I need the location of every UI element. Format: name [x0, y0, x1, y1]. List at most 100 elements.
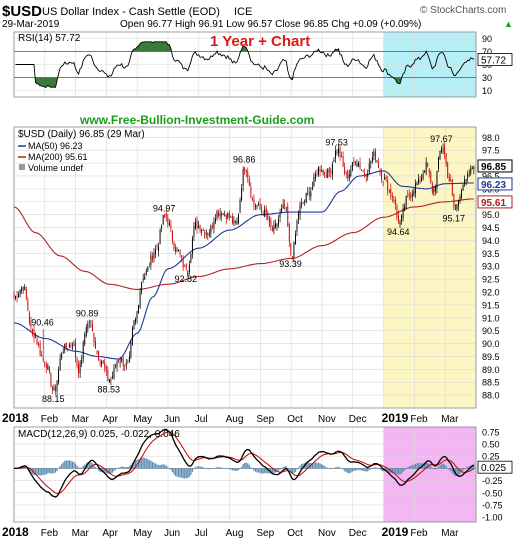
macd-histogram-bar — [82, 466, 84, 469]
price-candle-body — [219, 213, 221, 217]
price-candle-body — [187, 272, 189, 276]
macd-histogram-bar — [62, 462, 64, 469]
price-candle-body — [176, 248, 178, 251]
price-candle-body — [221, 211, 223, 217]
price-value-label: 96.85 — [481, 162, 506, 173]
macd-histogram-bar — [450, 468, 452, 472]
price-candle-body — [90, 323, 92, 325]
macd-histogram-bar — [105, 468, 107, 474]
price-candle-body — [464, 179, 466, 185]
macd-histogram-bar — [193, 468, 195, 470]
price-candle-body — [158, 246, 160, 252]
price-tick-label: 98.0 — [482, 133, 500, 143]
macd-histogram-bar — [259, 468, 261, 474]
price-annotation-label: 94.97 — [153, 203, 176, 213]
price-candle-body — [196, 219, 198, 229]
macd-histogram-bar — [88, 461, 90, 469]
price-candle-body — [338, 148, 339, 154]
price-candle-body — [294, 234, 296, 244]
header-up-arrow: ▲ — [504, 19, 513, 29]
macd-histogram-bar — [294, 468, 297, 472]
macd-histogram-bar — [213, 468, 215, 469]
price-value-box — [477, 195, 513, 209]
macd-histogram-bar — [48, 468, 50, 473]
price-candle-body — [308, 191, 310, 196]
price-annotation-label: 93.39 — [279, 259, 302, 269]
macd-histogram-bar — [94, 467, 97, 469]
macd-histogram-bar — [113, 468, 115, 472]
macd-histogram-bar — [124, 466, 126, 469]
macd-x-label: 2018 — [2, 525, 29, 539]
macd-histogram-bar — [170, 468, 172, 470]
price-candle-body — [388, 190, 390, 191]
macd-histogram-bar — [468, 466, 470, 469]
macd-histogram-bar — [165, 465, 167, 469]
macd-histogram-bar — [56, 468, 58, 471]
macd-histogram-bar — [251, 468, 253, 469]
price-candle-body — [387, 180, 389, 191]
macd-histogram-bar — [230, 468, 232, 470]
macd-histogram-bar — [182, 468, 184, 479]
macd-histogram-bar — [219, 467, 221, 469]
macd-line — [13, 428, 475, 498]
header-watermark: © StockCharts.com — [420, 5, 506, 16]
macd-histogram-bar — [167, 466, 169, 469]
macd-histogram-bar — [407, 466, 409, 469]
price-candle-body — [193, 226, 195, 237]
macd-histogram-bar — [354, 468, 357, 471]
price-candle-body — [442, 148, 444, 150]
price-candle-body — [51, 387, 53, 390]
macd-histogram-bar — [300, 464, 303, 469]
macd-histogram-bar — [350, 468, 352, 473]
price-candle-body — [121, 358, 123, 361]
macd-histogram-bar — [162, 464, 164, 469]
macd-histogram-bar — [342, 468, 344, 470]
price-x-label: Feb — [41, 414, 59, 425]
price-candle-body — [307, 191, 309, 192]
price-tick-label: 88.5 — [482, 378, 500, 388]
price-candle-body — [447, 162, 449, 178]
macd-histogram-bar — [460, 468, 463, 473]
price-tick-label: 90.0 — [482, 339, 500, 349]
price-candle-body — [259, 203, 261, 210]
macd-histogram-bar — [293, 468, 295, 474]
price-candle-body — [458, 200, 459, 206]
macd-histogram-bar — [297, 467, 300, 469]
header-symbol: $USD — [2, 3, 42, 20]
price-candle-body — [96, 351, 98, 354]
macd-histogram-bar — [194, 467, 197, 469]
macd-histogram-bar — [39, 468, 41, 476]
price-candle-body — [470, 167, 472, 174]
macd-histogram-bar — [37, 468, 40, 476]
macd-histogram-bar — [276, 468, 278, 472]
macd-histogram-bar — [145, 458, 147, 469]
macd-histogram-bar — [399, 468, 401, 475]
macd-histogram-bar — [233, 468, 235, 471]
macd-histogram-bar — [242, 464, 244, 469]
price-x-label: Aug — [226, 414, 244, 425]
macd-histogram-bar — [159, 464, 161, 469]
price-candle-body — [341, 155, 343, 158]
price-candle-body — [434, 186, 436, 192]
macd-histogram-bar — [302, 463, 304, 469]
macd-histogram-bar — [128, 466, 130, 469]
macd-histogram-bar — [285, 466, 287, 469]
price-candle-body — [19, 290, 21, 295]
macd-histogram-bar — [151, 461, 154, 469]
macd-histogram-bar — [50, 468, 52, 474]
price-candle-body — [138, 305, 140, 313]
price-candle-body — [461, 190, 463, 198]
macd-histogram-bar — [156, 464, 158, 469]
macd-histogram-bar — [221, 467, 223, 469]
macd-x-label: Sep — [256, 528, 274, 539]
price-candle-body — [179, 250, 181, 254]
macd-histogram-bar — [405, 468, 407, 469]
macd-histogram-bar — [437, 466, 440, 469]
price-x-label: Oct — [287, 414, 303, 425]
site-text: www.Free-Bullion-Investment-Guide.com — [79, 113, 314, 127]
macd-histogram-bar — [391, 468, 393, 474]
price-candle-body — [274, 223, 276, 227]
price-candle-body — [244, 167, 246, 171]
price-candle-body — [98, 350, 100, 361]
macd-histogram-bar — [307, 462, 309, 469]
